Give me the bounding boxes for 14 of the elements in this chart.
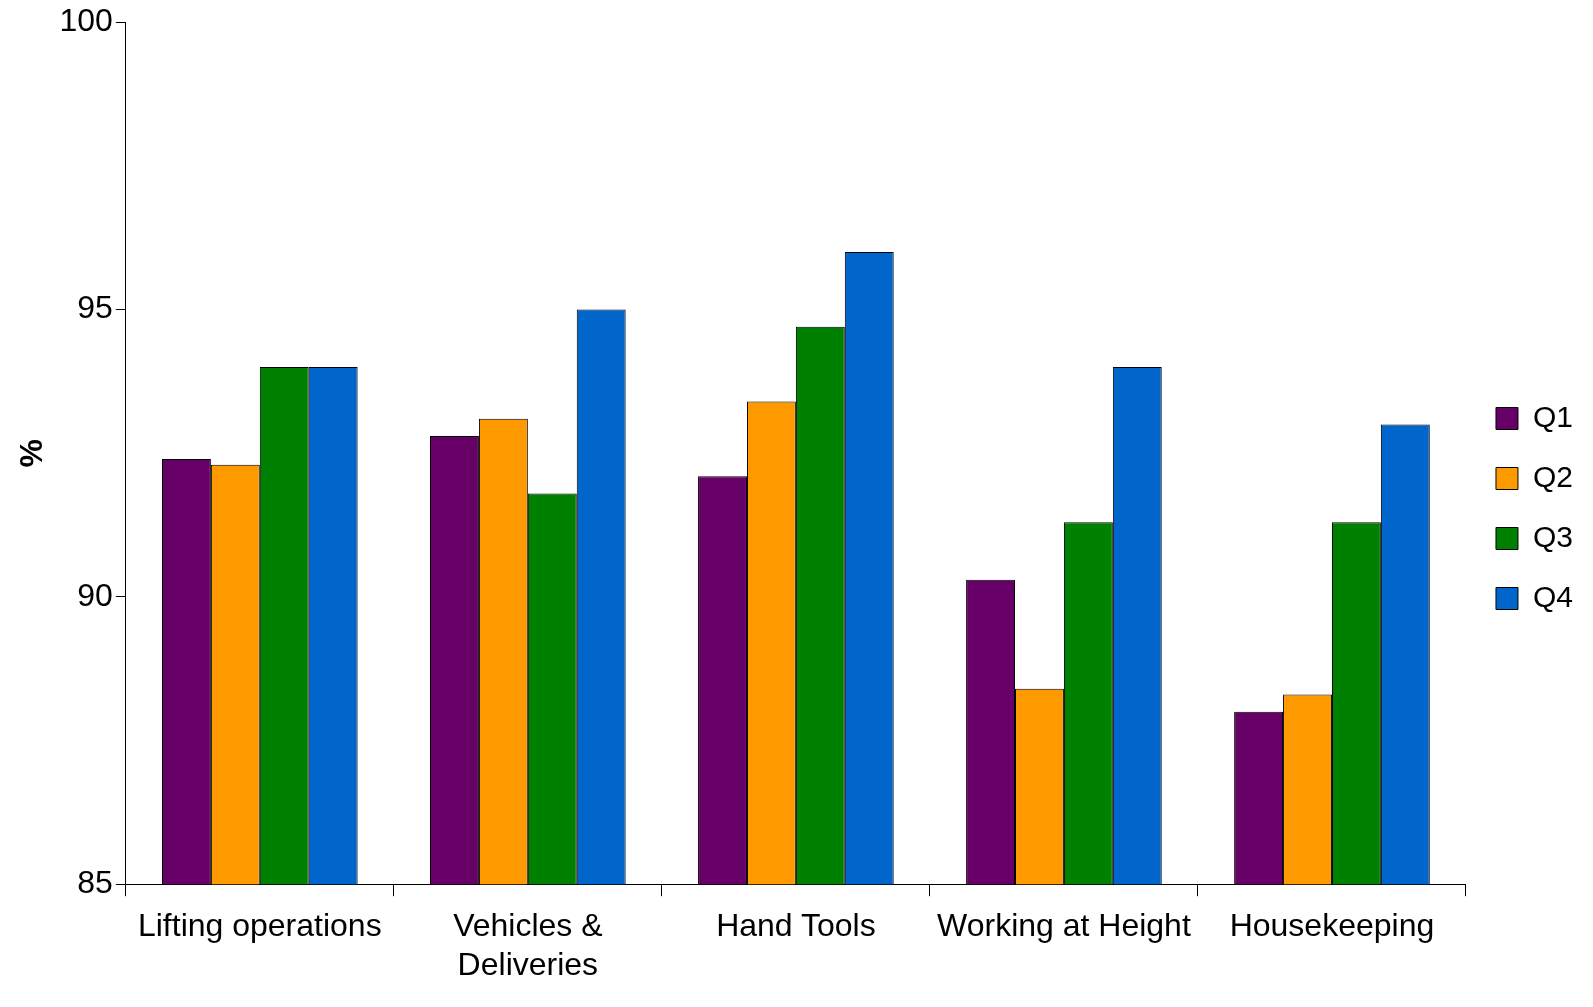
- legend-label: Q4: [1532, 579, 1574, 613]
- y-tick-label: 100: [59, 2, 113, 39]
- x-tick-label: Lifting operations: [137, 907, 382, 944]
- x-tick-label: Vehicles & Deliveries: [453, 907, 603, 982]
- x-tick-label: Hand Tools: [716, 907, 876, 944]
- legend-label: Q3: [1532, 519, 1574, 553]
- y-tick-label: 90: [77, 576, 113, 613]
- x-tick-label: Working at Height: [937, 907, 1191, 944]
- y-tick-label: 95: [77, 289, 113, 326]
- y-axis-title: %: [13, 438, 50, 468]
- legend-label: Q1: [1532, 399, 1574, 433]
- y-tick-label: 85: [77, 864, 113, 901]
- legend-label: Q2: [1532, 459, 1574, 493]
- x-tick-label: Housekeeping: [1229, 907, 1435, 944]
